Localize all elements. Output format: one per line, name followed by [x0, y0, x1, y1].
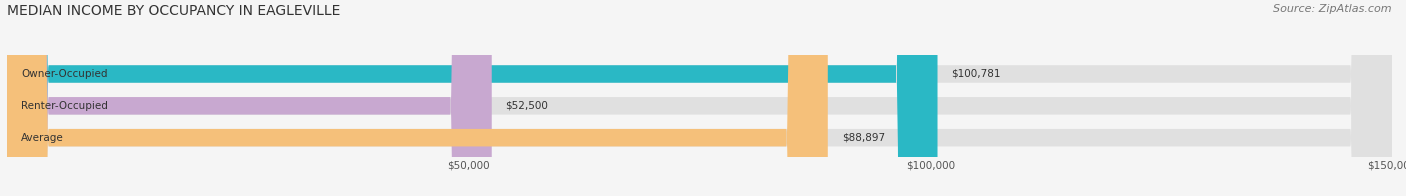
FancyBboxPatch shape	[7, 0, 938, 196]
FancyBboxPatch shape	[7, 0, 492, 196]
Text: $100,781: $100,781	[952, 69, 1001, 79]
FancyBboxPatch shape	[7, 0, 1392, 196]
FancyBboxPatch shape	[7, 0, 1392, 196]
Text: $88,897: $88,897	[842, 133, 884, 143]
Text: MEDIAN INCOME BY OCCUPANCY IN EAGLEVILLE: MEDIAN INCOME BY OCCUPANCY IN EAGLEVILLE	[7, 4, 340, 18]
Text: $52,500: $52,500	[506, 101, 548, 111]
Text: Owner-Occupied: Owner-Occupied	[21, 69, 107, 79]
FancyBboxPatch shape	[7, 0, 1392, 196]
Text: Average: Average	[21, 133, 63, 143]
Text: Renter-Occupied: Renter-Occupied	[21, 101, 108, 111]
FancyBboxPatch shape	[7, 0, 828, 196]
Text: Source: ZipAtlas.com: Source: ZipAtlas.com	[1274, 4, 1392, 14]
